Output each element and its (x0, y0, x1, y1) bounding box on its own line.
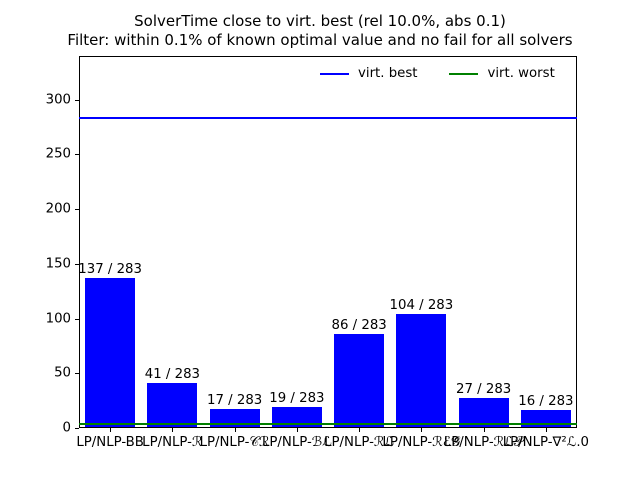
y-tick-label: 250 (45, 146, 71, 162)
y-tick-mark (75, 428, 79, 429)
bar-value-label: 19 / 283 (269, 391, 325, 407)
x-tick-mark (483, 428, 485, 432)
y-tick-mark (75, 318, 79, 320)
x-tick-label: LP/NLP-∇²ℒ.0 (502, 435, 590, 450)
x-tick-mark (172, 428, 174, 432)
virt-worst-line-icon (449, 72, 479, 75)
chart-title-line1: SolverTime close to virt. best (rel 10.0… (134, 12, 506, 30)
x-tick-mark (545, 428, 547, 432)
bar (334, 333, 385, 427)
x-tick-label: LP/NLP-ℛ (142, 435, 203, 450)
legend-item-virt-best: virt. best (320, 66, 417, 81)
bar (271, 407, 322, 427)
y-tick-label: 200 (45, 201, 71, 217)
y-tick-mark (75, 99, 79, 101)
bar-value-label: 86 / 283 (331, 317, 387, 333)
x-tick-mark (234, 428, 236, 432)
bar (458, 398, 509, 427)
bar-value-label: 27 / 283 (456, 382, 512, 398)
legend-label-virt-worst: virt. worst (487, 66, 555, 81)
x-tick-label: LP/NLP-𝒞ℛ (199, 435, 270, 450)
bar-value-label: 41 / 283 (144, 367, 200, 383)
y-tick-mark (75, 373, 79, 375)
x-tick-label: LP/NLP-ℛℰ𝒢 (382, 435, 461, 450)
hline-virt-worst (79, 422, 577, 425)
legend: virt. best virt. worst (320, 66, 555, 81)
hline-virt-best (79, 117, 577, 120)
bar (396, 314, 447, 427)
bar (85, 278, 136, 427)
bar (209, 409, 260, 427)
y-tick-label: 0 (62, 420, 71, 436)
x-tick-mark (296, 428, 298, 432)
chart-title-line2: Filter: within 0.1% of known optimal val… (67, 31, 573, 49)
y-tick-label: 100 (45, 311, 71, 327)
x-tick-label: LP/NLP-BB (76, 435, 144, 450)
bar-value-label: 16 / 283 (518, 394, 574, 410)
legend-label-virt-best: virt. best (358, 66, 418, 81)
x-tick-label: LP/NLP-ℛℒ𝒫 (443, 435, 524, 450)
x-tick-label: LP/NLP-ℬℒ (261, 435, 332, 450)
x-tick-mark (421, 428, 423, 432)
x-tick-mark (110, 428, 112, 432)
bar-value-label: 104 / 283 (389, 298, 454, 314)
virt-best-line-icon (320, 72, 349, 75)
bar-value-label: 17 / 283 (207, 393, 263, 409)
chart-title: SolverTime close to virt. best (rel 10.0… (20, 12, 620, 50)
y-tick-label: 150 (45, 256, 71, 272)
x-tick-mark (359, 428, 361, 432)
y-tick-mark (75, 209, 79, 211)
y-tick-label: 300 (45, 92, 71, 108)
legend-item-virt-worst: virt. worst (449, 66, 555, 81)
bar-value-label: 137 / 283 (78, 262, 142, 278)
bar (147, 383, 198, 427)
x-tick-label: LP/NLP-ℛℒ (324, 435, 395, 450)
y-tick-mark (75, 263, 79, 265)
y-tick-mark (75, 154, 79, 156)
y-tick-label: 50 (54, 365, 71, 381)
